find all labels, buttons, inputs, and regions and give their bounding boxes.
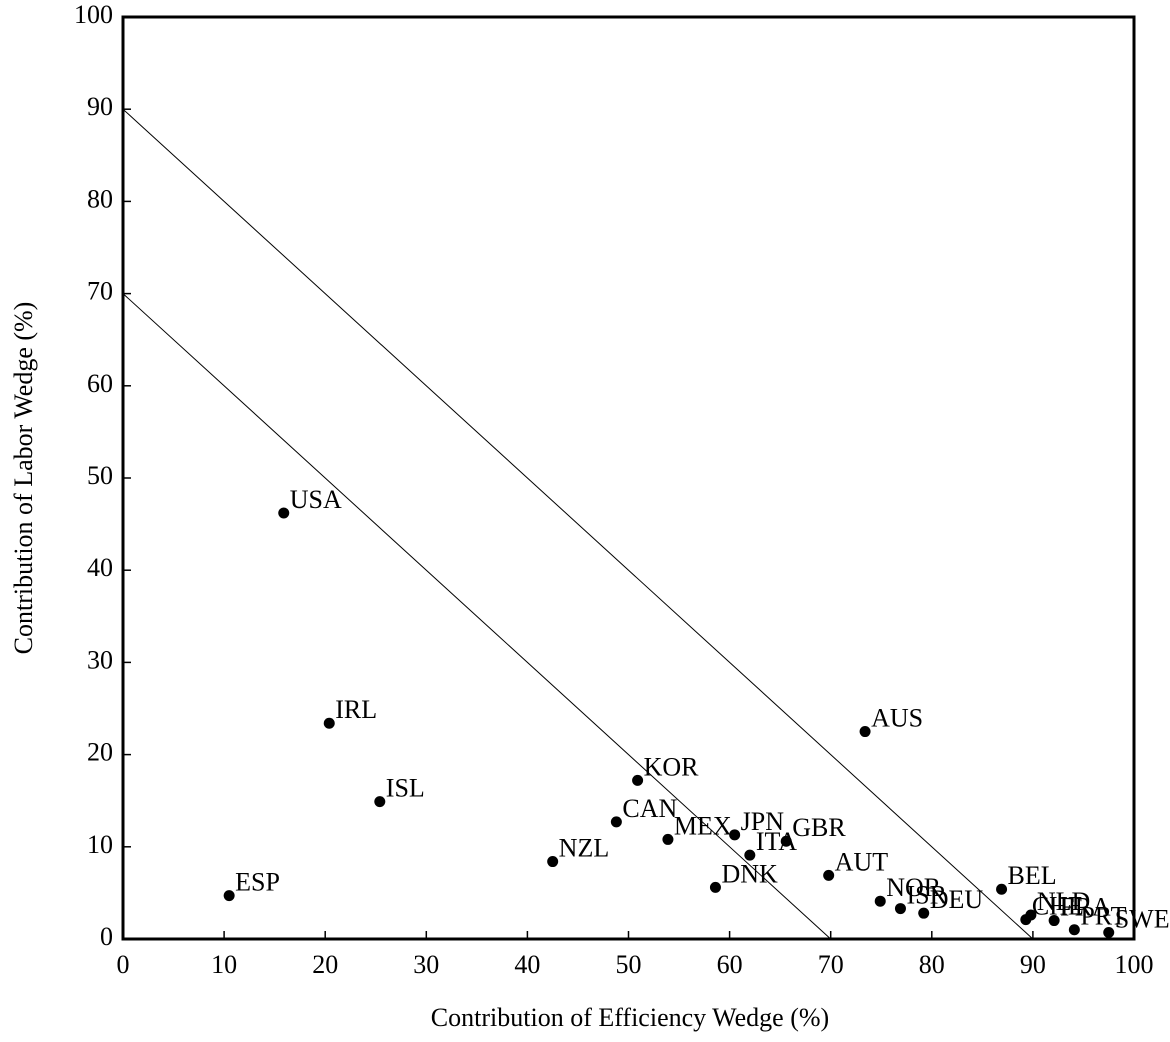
x-tick-label: 10 (211, 950, 237, 979)
point (859, 726, 871, 738)
point (610, 816, 622, 828)
point-label: MEX (674, 811, 732, 840)
point-label: ISL (386, 774, 425, 803)
point-label: CAN (622, 794, 677, 823)
plot-frame (121, 15, 1136, 941)
point (1068, 924, 1080, 936)
y-tick-label: 20 (87, 738, 113, 767)
x-tick-label: 0 (117, 950, 130, 979)
y-tick-label: 100 (74, 0, 113, 29)
x-tick-label: 70 (818, 950, 844, 979)
x-tick-label: 40 (514, 950, 540, 979)
point-label: DEU (930, 885, 984, 914)
y-tick-label: 10 (87, 830, 113, 859)
point (1103, 927, 1115, 939)
point-label: GBR (792, 813, 846, 842)
point (996, 883, 1008, 895)
point-label: AUT (835, 847, 889, 876)
y-tick-label: 40 (87, 553, 113, 582)
point (874, 895, 886, 907)
point-label: BEL (1008, 861, 1057, 890)
point-label: USA (290, 485, 342, 514)
point (547, 856, 559, 868)
y-tick-label: 80 (87, 184, 113, 213)
point (323, 717, 335, 729)
point (632, 774, 644, 786)
point (278, 507, 290, 519)
point-label: JPN (741, 807, 785, 836)
point (894, 903, 906, 915)
point-label: SWE (1115, 905, 1170, 934)
x-tick-label: 100 (1115, 950, 1154, 979)
point-label: KOR (644, 752, 700, 781)
point-label: AUS (871, 704, 923, 733)
y-tick-label: 90 (87, 92, 113, 121)
x-tick-label: 90 (1020, 950, 1046, 979)
reference-line (122, 293, 832, 940)
point-label: FRA (1060, 893, 1111, 922)
point-label: ESP (235, 868, 280, 897)
y-axis-label: Contribution of Labor Wedge (%) (9, 302, 38, 655)
x-tick-label: 80 (919, 950, 945, 979)
x-tick-label: 30 (413, 950, 439, 979)
point (662, 833, 674, 845)
point-label: IRL (335, 695, 377, 724)
point-label: CHE (1032, 892, 1084, 921)
point-label: DNK (721, 859, 778, 888)
point (744, 849, 756, 861)
point (918, 907, 930, 919)
y-tick-label: 60 (87, 369, 113, 398)
point-label: NOR (886, 873, 942, 902)
x-tick-label: 60 (717, 950, 743, 979)
point (729, 829, 741, 841)
x-tick-label: 50 (616, 950, 642, 979)
y-tick-label: 70 (87, 277, 113, 306)
point (1048, 915, 1060, 927)
reference-line (122, 108, 1034, 940)
point (223, 890, 235, 902)
point (823, 869, 835, 881)
point-label: NLD (1037, 887, 1090, 916)
point-label: PRT (1080, 902, 1126, 931)
point (1025, 909, 1037, 921)
y-tick-label: 30 (87, 645, 113, 674)
point (780, 835, 792, 847)
point-label: ISR (906, 881, 947, 910)
point (709, 881, 721, 893)
point (374, 796, 386, 808)
x-axis-label: Contribution of Efficiency Wedge (%) (431, 1003, 829, 1032)
x-tick-label: 20 (312, 950, 338, 979)
y-tick-label: 0 (100, 922, 113, 951)
y-tick-label: 50 (87, 461, 113, 490)
point-label: NZL (559, 834, 610, 863)
